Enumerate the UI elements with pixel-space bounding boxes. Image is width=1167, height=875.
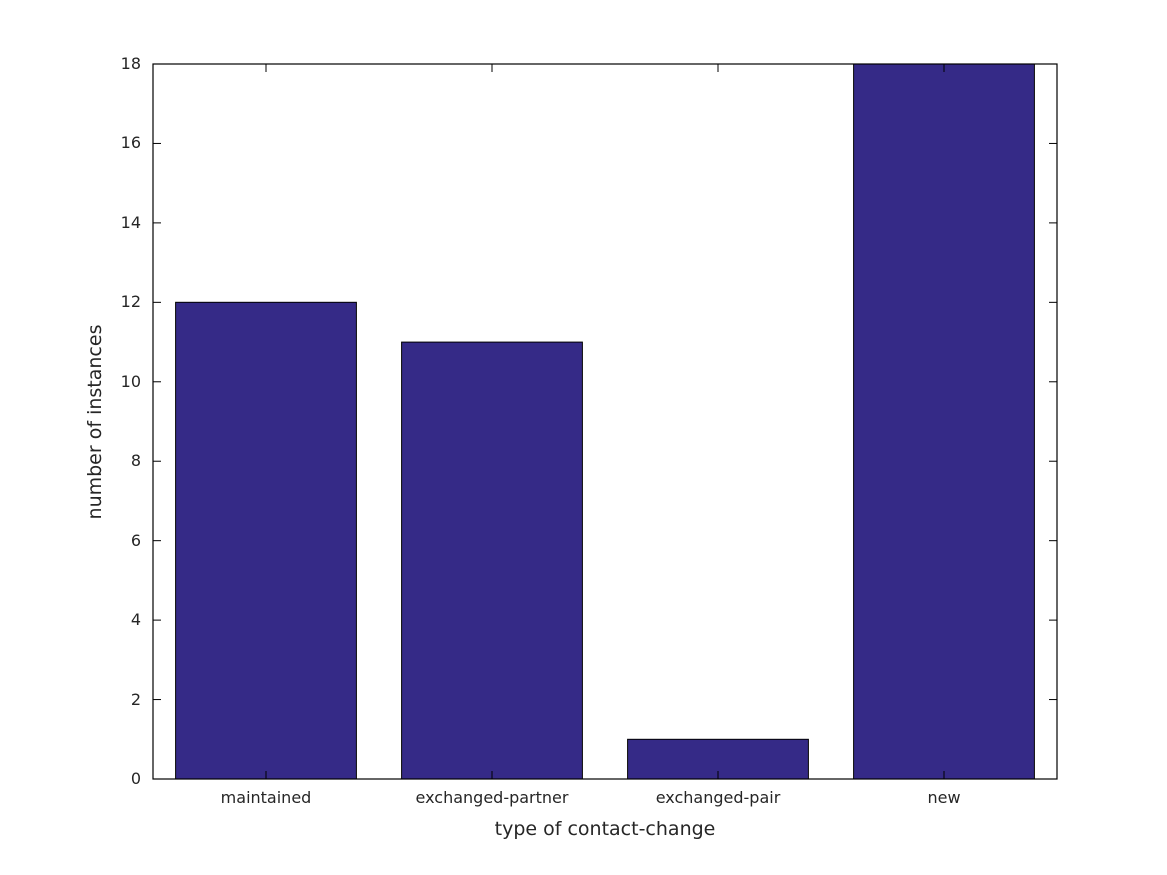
x-tick-label-new: new — [927, 788, 961, 807]
x-tick-label-exchanged-partner: exchanged-partner — [415, 788, 569, 807]
axes-box — [152, 63, 1058, 780]
y-tick-label-16: 16 — [120, 133, 141, 153]
bar-maintained — [175, 301, 357, 780]
y-tick-label-2: 2 — [130, 689, 141, 709]
x-tick-label-maintained: maintained — [220, 788, 312, 807]
y-tick-label-10: 10 — [120, 371, 141, 391]
y-tick-label-12: 12 — [120, 292, 141, 312]
x-axis-label: type of contact-change — [494, 818, 716, 840]
bar-new — [853, 63, 1035, 780]
y-tick-label-18: 18 — [120, 54, 141, 74]
y-axis-label: number of instances — [84, 324, 106, 519]
y-tick-label-0: 0 — [130, 769, 141, 789]
bar-exchanged-partner — [401, 341, 583, 780]
y-tick-label-14: 14 — [120, 212, 141, 232]
x-tick-label-exchanged-pair: exchanged-pair — [655, 788, 781, 807]
y-tick-label-8: 8 — [130, 451, 141, 471]
y-tick-label-6: 6 — [130, 530, 141, 550]
y-tick-label-4: 4 — [130, 610, 141, 630]
